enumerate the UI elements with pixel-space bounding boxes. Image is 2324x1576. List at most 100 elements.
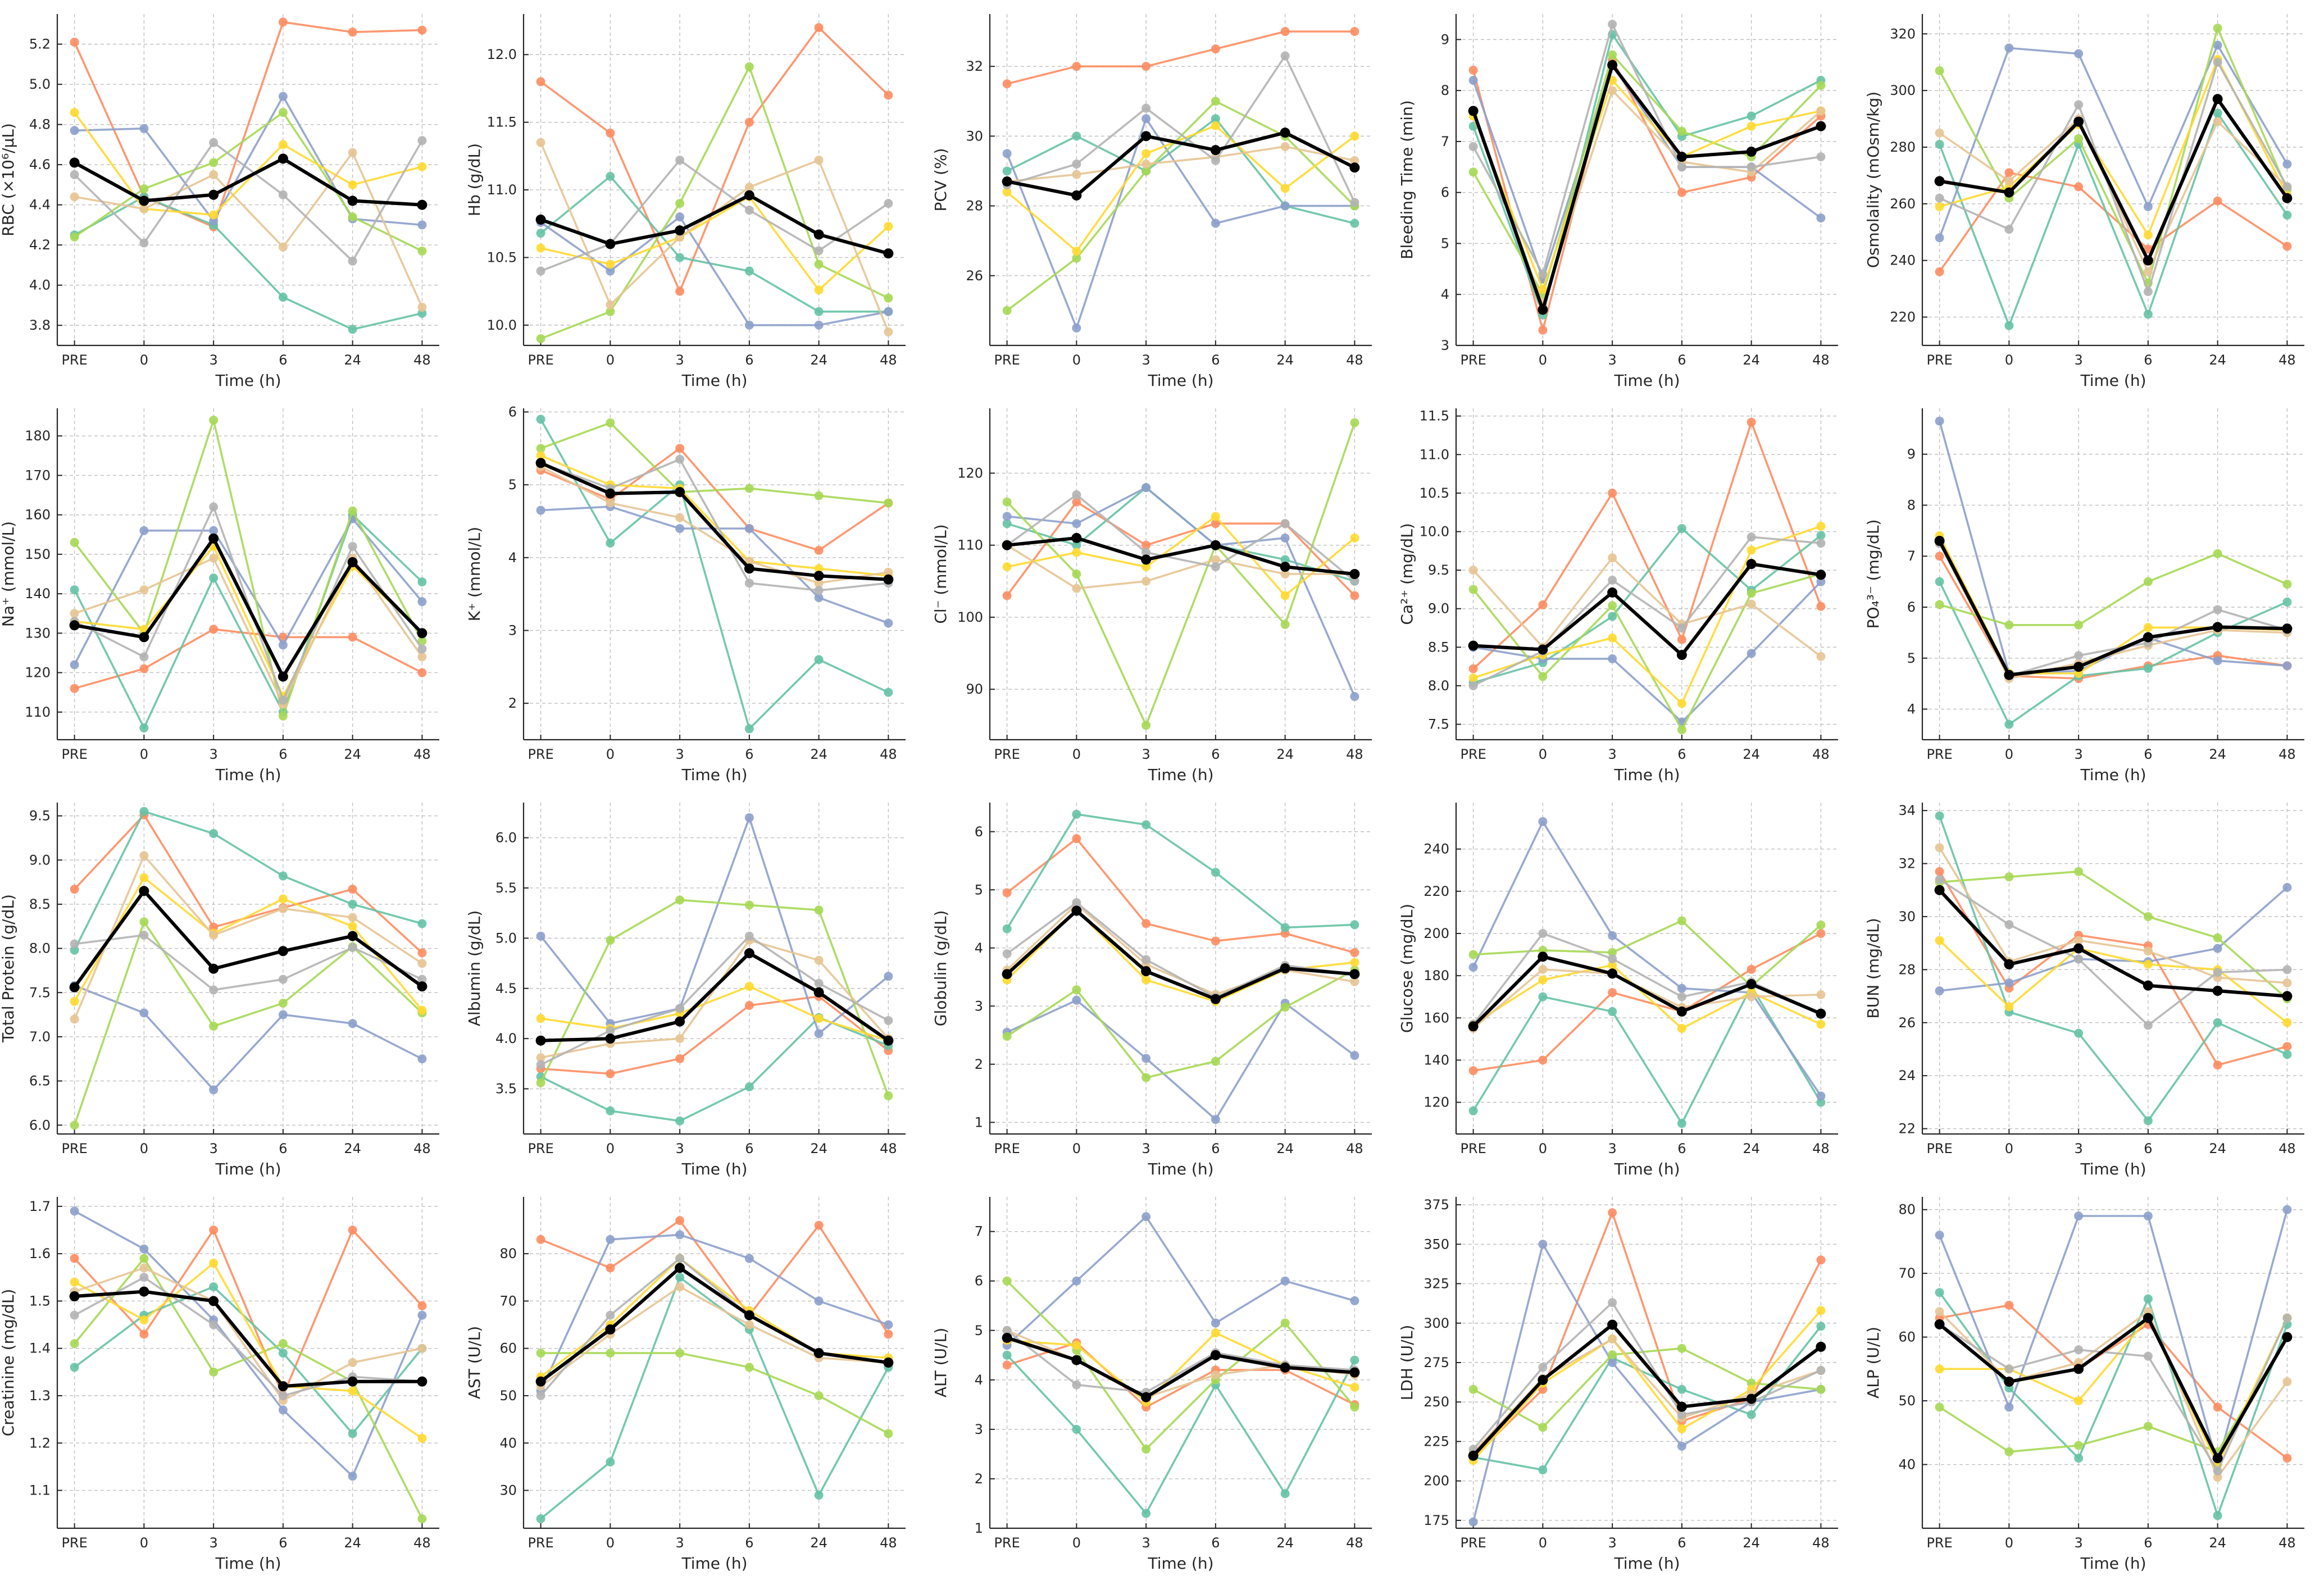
series-line-5: [1007, 515, 1356, 597]
series-point: [1816, 539, 1826, 548]
mean-point: [813, 571, 824, 581]
x-tick-label: 6: [279, 352, 287, 368]
chart-panel-11: 6.0 6.5 7.0 7.5 8.0 8.5 9.0 9.5 PRE 0 3 6 24 48 Time (…: [0, 789, 461, 1182]
y-tick-label: 7: [975, 1224, 983, 1240]
x-tick-label: 3: [209, 352, 217, 368]
series-point: [1280, 1003, 1290, 1012]
series-line-4: [74, 111, 423, 252]
series-point: [536, 266, 545, 276]
series-point: [1280, 51, 1290, 61]
series-point: [2074, 1396, 2084, 1406]
series-line-2: [74, 1286, 423, 1435]
series-point: [1072, 253, 1081, 263]
series-point: [1072, 131, 1081, 141]
series-point: [2143, 202, 2153, 211]
y-tick-label: 250: [1423, 1394, 1449, 1410]
mean-point: [1141, 1392, 1152, 1402]
x-tick-label: 6: [745, 1141, 753, 1156]
mean-point: [1210, 540, 1221, 550]
series-point: [348, 1358, 357, 1367]
x-tick-label: 6: [1677, 1535, 1686, 1551]
series-point: [1935, 843, 1944, 853]
mean-point: [139, 195, 149, 206]
series-point: [1677, 1024, 1686, 1033]
series-point: [1141, 483, 1151, 493]
x-axis-label: Time (h): [681, 1160, 747, 1178]
series-point: [606, 1310, 615, 1320]
chart-panel-8: 90 100 110 120 PRE 0 3 6 24 48 Time (h) Cl⁻ (mmol/L…: [931, 394, 1393, 787]
series-point: [2004, 176, 2014, 186]
series-point: [744, 266, 754, 276]
series-point: [348, 325, 357, 334]
series-point: [2282, 1377, 2292, 1387]
series-point: [1350, 576, 1359, 586]
series-point: [2004, 1002, 2014, 1012]
series-point: [1677, 162, 1686, 172]
series-line-7: [74, 505, 423, 702]
mean-point: [208, 533, 219, 544]
series-point: [2282, 580, 2292, 589]
series-point: [1072, 247, 1081, 256]
y-tick-label: 5.2: [29, 37, 51, 52]
series-point: [1538, 992, 1548, 1001]
series-point: [70, 939, 79, 949]
y-tick-label: 2: [975, 1471, 983, 1487]
y-tick-label: 30: [966, 128, 983, 144]
series-point: [1350, 948, 1359, 958]
series-point: [1538, 1055, 1548, 1065]
x-tick-label: 6: [745, 746, 753, 762]
series-point: [1608, 1208, 1617, 1218]
mean-point: [1538, 951, 1548, 962]
mean-point: [813, 987, 824, 997]
series-point: [1468, 1106, 1478, 1115]
series-point: [814, 586, 824, 595]
x-tick-label: 0: [1539, 352, 1547, 368]
series-point: [1816, 1366, 1826, 1375]
series-point: [2004, 1402, 2014, 1412]
mean-point: [2143, 1313, 2153, 1323]
series-point: [536, 1053, 545, 1063]
x-axis-label: Time (h): [2080, 371, 2146, 390]
series-point: [1072, 898, 1081, 908]
series-line-1: [1939, 1304, 2288, 1459]
series-line-3: [1938, 1209, 2289, 1466]
series-line-6: [1006, 1329, 1355, 1399]
series-point: [417, 1433, 427, 1443]
series-point: [417, 636, 427, 646]
series-point: [139, 1254, 149, 1263]
series-point: [2213, 1402, 2222, 1412]
series-point: [2213, 57, 2222, 67]
x-tick-label: PRE: [527, 352, 553, 368]
series-point: [278, 293, 288, 302]
series-line-1: [73, 21, 422, 228]
mean-point: [813, 229, 824, 240]
mean-series-line: [540, 461, 889, 581]
x-tick-label: 24: [1743, 1535, 1760, 1551]
chart-panel-13: 1 2 3 4 5 6 PRE 0 3 6 24 48 Time (h) Globulin (g/dL): [931, 789, 1393, 1182]
series-point: [536, 415, 545, 424]
series-line-3: [1473, 581, 1822, 723]
mean-point: [813, 1348, 824, 1359]
series-point: [1211, 114, 1220, 124]
series-line-1: [1006, 837, 1355, 954]
chart-svg: 220 240 260 280 300 320 PRE 0 3 6 24 48 Time (h) Osmo…: [1864, 14, 2304, 390]
y-tick-label: 70: [499, 1293, 517, 1309]
x-tick-label: 48: [413, 352, 431, 368]
series-point: [278, 92, 288, 101]
series-point: [209, 625, 219, 634]
series-point: [1141, 1509, 1151, 1518]
series-line-7: [1007, 54, 1356, 203]
x-tick-label: 6: [1677, 1141, 1686, 1156]
x-axis-label: Time (h): [1147, 1160, 1213, 1178]
y-tick-label: 9: [1441, 31, 1449, 47]
y-tick-label: 375: [1423, 1197, 1449, 1213]
x-tick-label: PRE: [1460, 1141, 1486, 1156]
series-point: [417, 1343, 427, 1353]
series-point: [139, 873, 149, 882]
series-point: [1072, 570, 1081, 579]
series-point: [1677, 1384, 1686, 1394]
x-tick-label: 3: [1608, 1535, 1616, 1551]
x-tick-label: 48: [2278, 1535, 2296, 1551]
series-point: [814, 1391, 824, 1400]
series-line-5: [1473, 525, 1821, 705]
